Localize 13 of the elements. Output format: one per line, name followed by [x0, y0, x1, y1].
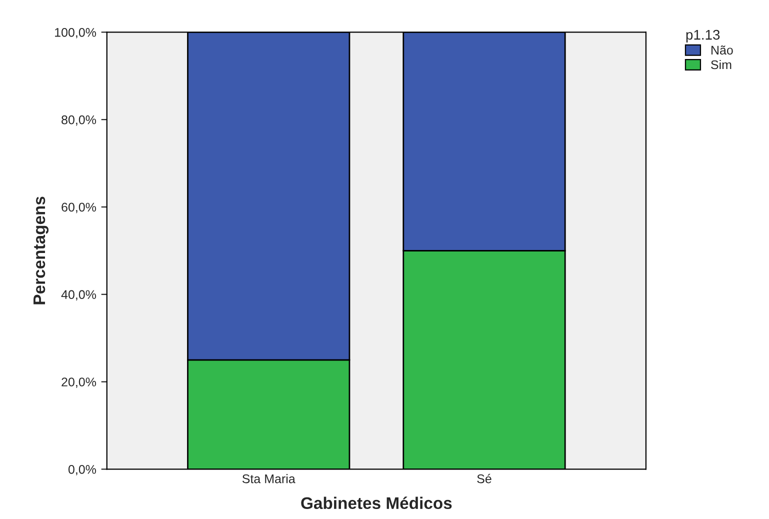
x-axis-title: Gabinetes Médicos	[301, 496, 452, 510]
y-tick-label: 60,0%	[62, 202, 96, 214]
y-tick-label: 80,0%	[62, 115, 96, 126]
legend-label: Sim	[711, 60, 732, 70]
legend-title: p1.13	[686, 30, 720, 42]
y-tick-label: 20,0%	[62, 378, 96, 388]
x-tick-label: Sé	[477, 474, 492, 484]
x-tick-label: Sta Maria	[242, 474, 296, 484]
y-axis-title: Percentagens	[34, 196, 49, 304]
y-tick-label: 100,0%	[55, 28, 96, 38]
y-tick-label: 0,0%	[68, 464, 96, 476]
y-tick-label: 40,0%	[61, 290, 96, 301]
legend-label: Não	[711, 45, 733, 55]
